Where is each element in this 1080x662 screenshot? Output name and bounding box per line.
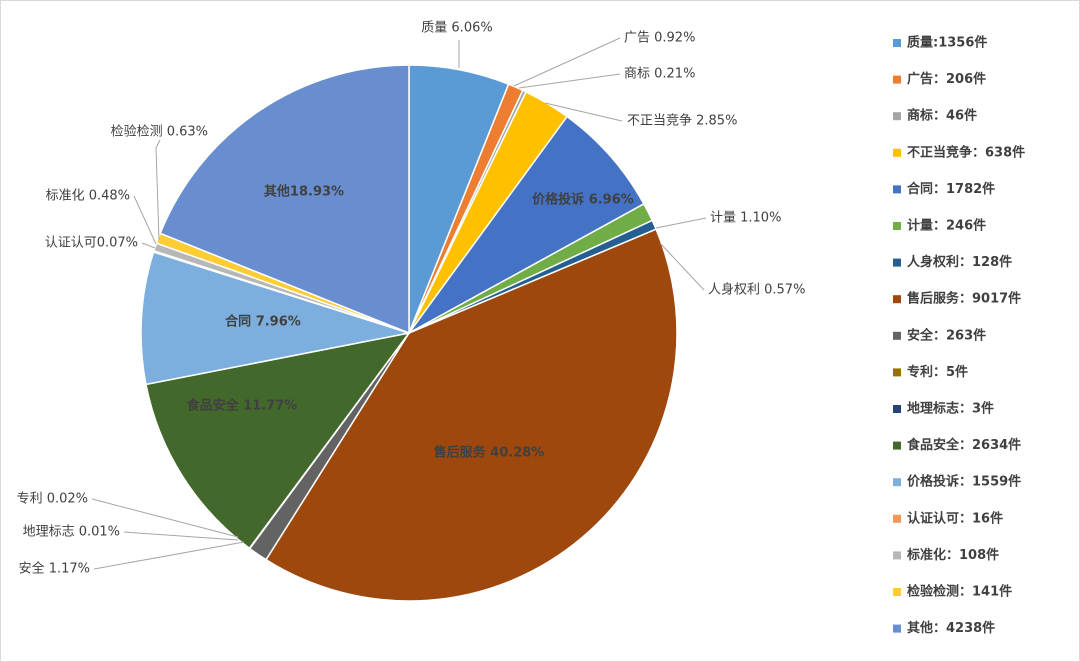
- legend-swatch: [893, 258, 901, 267]
- data-label: 标准化 0.48%: [46, 189, 130, 204]
- leader-line: [141, 242, 156, 249]
- legend-label: 标准化：108件: [906, 547, 999, 563]
- legend-label: 价格投诉：1559件: [907, 474, 1021, 490]
- data-label: 其他18.93%: [264, 184, 344, 200]
- legend-label: 地理标志：3件: [907, 401, 994, 417]
- data-label: 商标 0.21%: [624, 67, 695, 82]
- data-label: 售后服务 40.28%: [434, 445, 545, 461]
- data-label: 检验检测 0.63%: [111, 124, 208, 140]
- legend-swatch: [893, 295, 901, 304]
- data-label: 价格投诉 6.96%: [532, 192, 634, 208]
- legend-label: 计量：246件: [907, 218, 986, 234]
- legend-label: 质量:1356件: [907, 35, 987, 51]
- legend-swatch: [893, 478, 901, 487]
- legend-swatch: [893, 185, 901, 194]
- legend-label: 合同：1782件: [907, 181, 995, 197]
- leader-line: [133, 195, 157, 245]
- leader-line: [513, 37, 621, 87]
- legend-label: 其他：4238件: [907, 620, 995, 636]
- data-label: 计量 1.10%: [710, 211, 781, 226]
- pie-slice: [140, 251, 410, 386]
- data-label: 专利 0.02%: [17, 492, 88, 507]
- data-label: 安全 1.17%: [19, 561, 90, 577]
- leader-line: [659, 242, 705, 291]
- leader-line: [655, 217, 707, 229]
- leader-line: [123, 531, 239, 541]
- legend-swatch: [893, 148, 901, 157]
- legend-label: 安全：263件: [907, 327, 986, 343]
- legend-swatch: [893, 368, 901, 377]
- legend-label: 售后服务：9017件: [907, 291, 1021, 307]
- data-label: 食品安全 11.77%: [187, 398, 298, 414]
- data-label: 人身权利 0.57%: [708, 282, 805, 298]
- legend-swatch: [893, 514, 901, 523]
- data-label: 质量 6.06%: [421, 21, 492, 36]
- legend-label: 检验检测：141件: [907, 584, 1012, 600]
- legend-label: 广告：206件: [907, 71, 986, 87]
- legend-label: 认证认可：16件: [907, 510, 1003, 526]
- leader-line: [518, 73, 621, 89]
- data-label: 广告 0.92%: [624, 31, 695, 46]
- legend-swatch: [893, 331, 901, 340]
- legend-swatch: [893, 405, 901, 413]
- leader-line: [91, 498, 239, 538]
- data-label: 地理标志 0.01%: [23, 525, 120, 540]
- legend-label: 人身权利：128件: [907, 254, 1012, 270]
- legend-swatch: [893, 75, 901, 84]
- legend-label: 食品安全：2634件: [907, 437, 1021, 453]
- legend-swatch: [893, 112, 901, 121]
- legend-swatch: [893, 39, 901, 47]
- pie-slice: [264, 228, 678, 602]
- legend-label: 不正当竞争：638件: [907, 144, 1025, 160]
- leader-line: [544, 102, 623, 122]
- legend-swatch: [893, 624, 901, 633]
- data-label: 合同 7.96%: [225, 314, 301, 330]
- data-label: 不正当竞争 2.85%: [627, 113, 737, 129]
- legend-label: 商标：46件: [907, 108, 977, 124]
- legend-swatch: [893, 441, 901, 450]
- legend-swatch: [893, 551, 901, 560]
- legend-swatch: [893, 588, 901, 596]
- leader-line: [93, 541, 245, 570]
- pie-slice: [145, 331, 411, 550]
- legend-swatch: [893, 222, 901, 230]
- data-label: 认证认可0.07%: [45, 236, 138, 251]
- leader-line: [155, 139, 161, 241]
- legend-label: 专利：5件: [907, 364, 968, 380]
- pie-slice: [408, 115, 645, 334]
- pie-slice: [159, 64, 410, 335]
